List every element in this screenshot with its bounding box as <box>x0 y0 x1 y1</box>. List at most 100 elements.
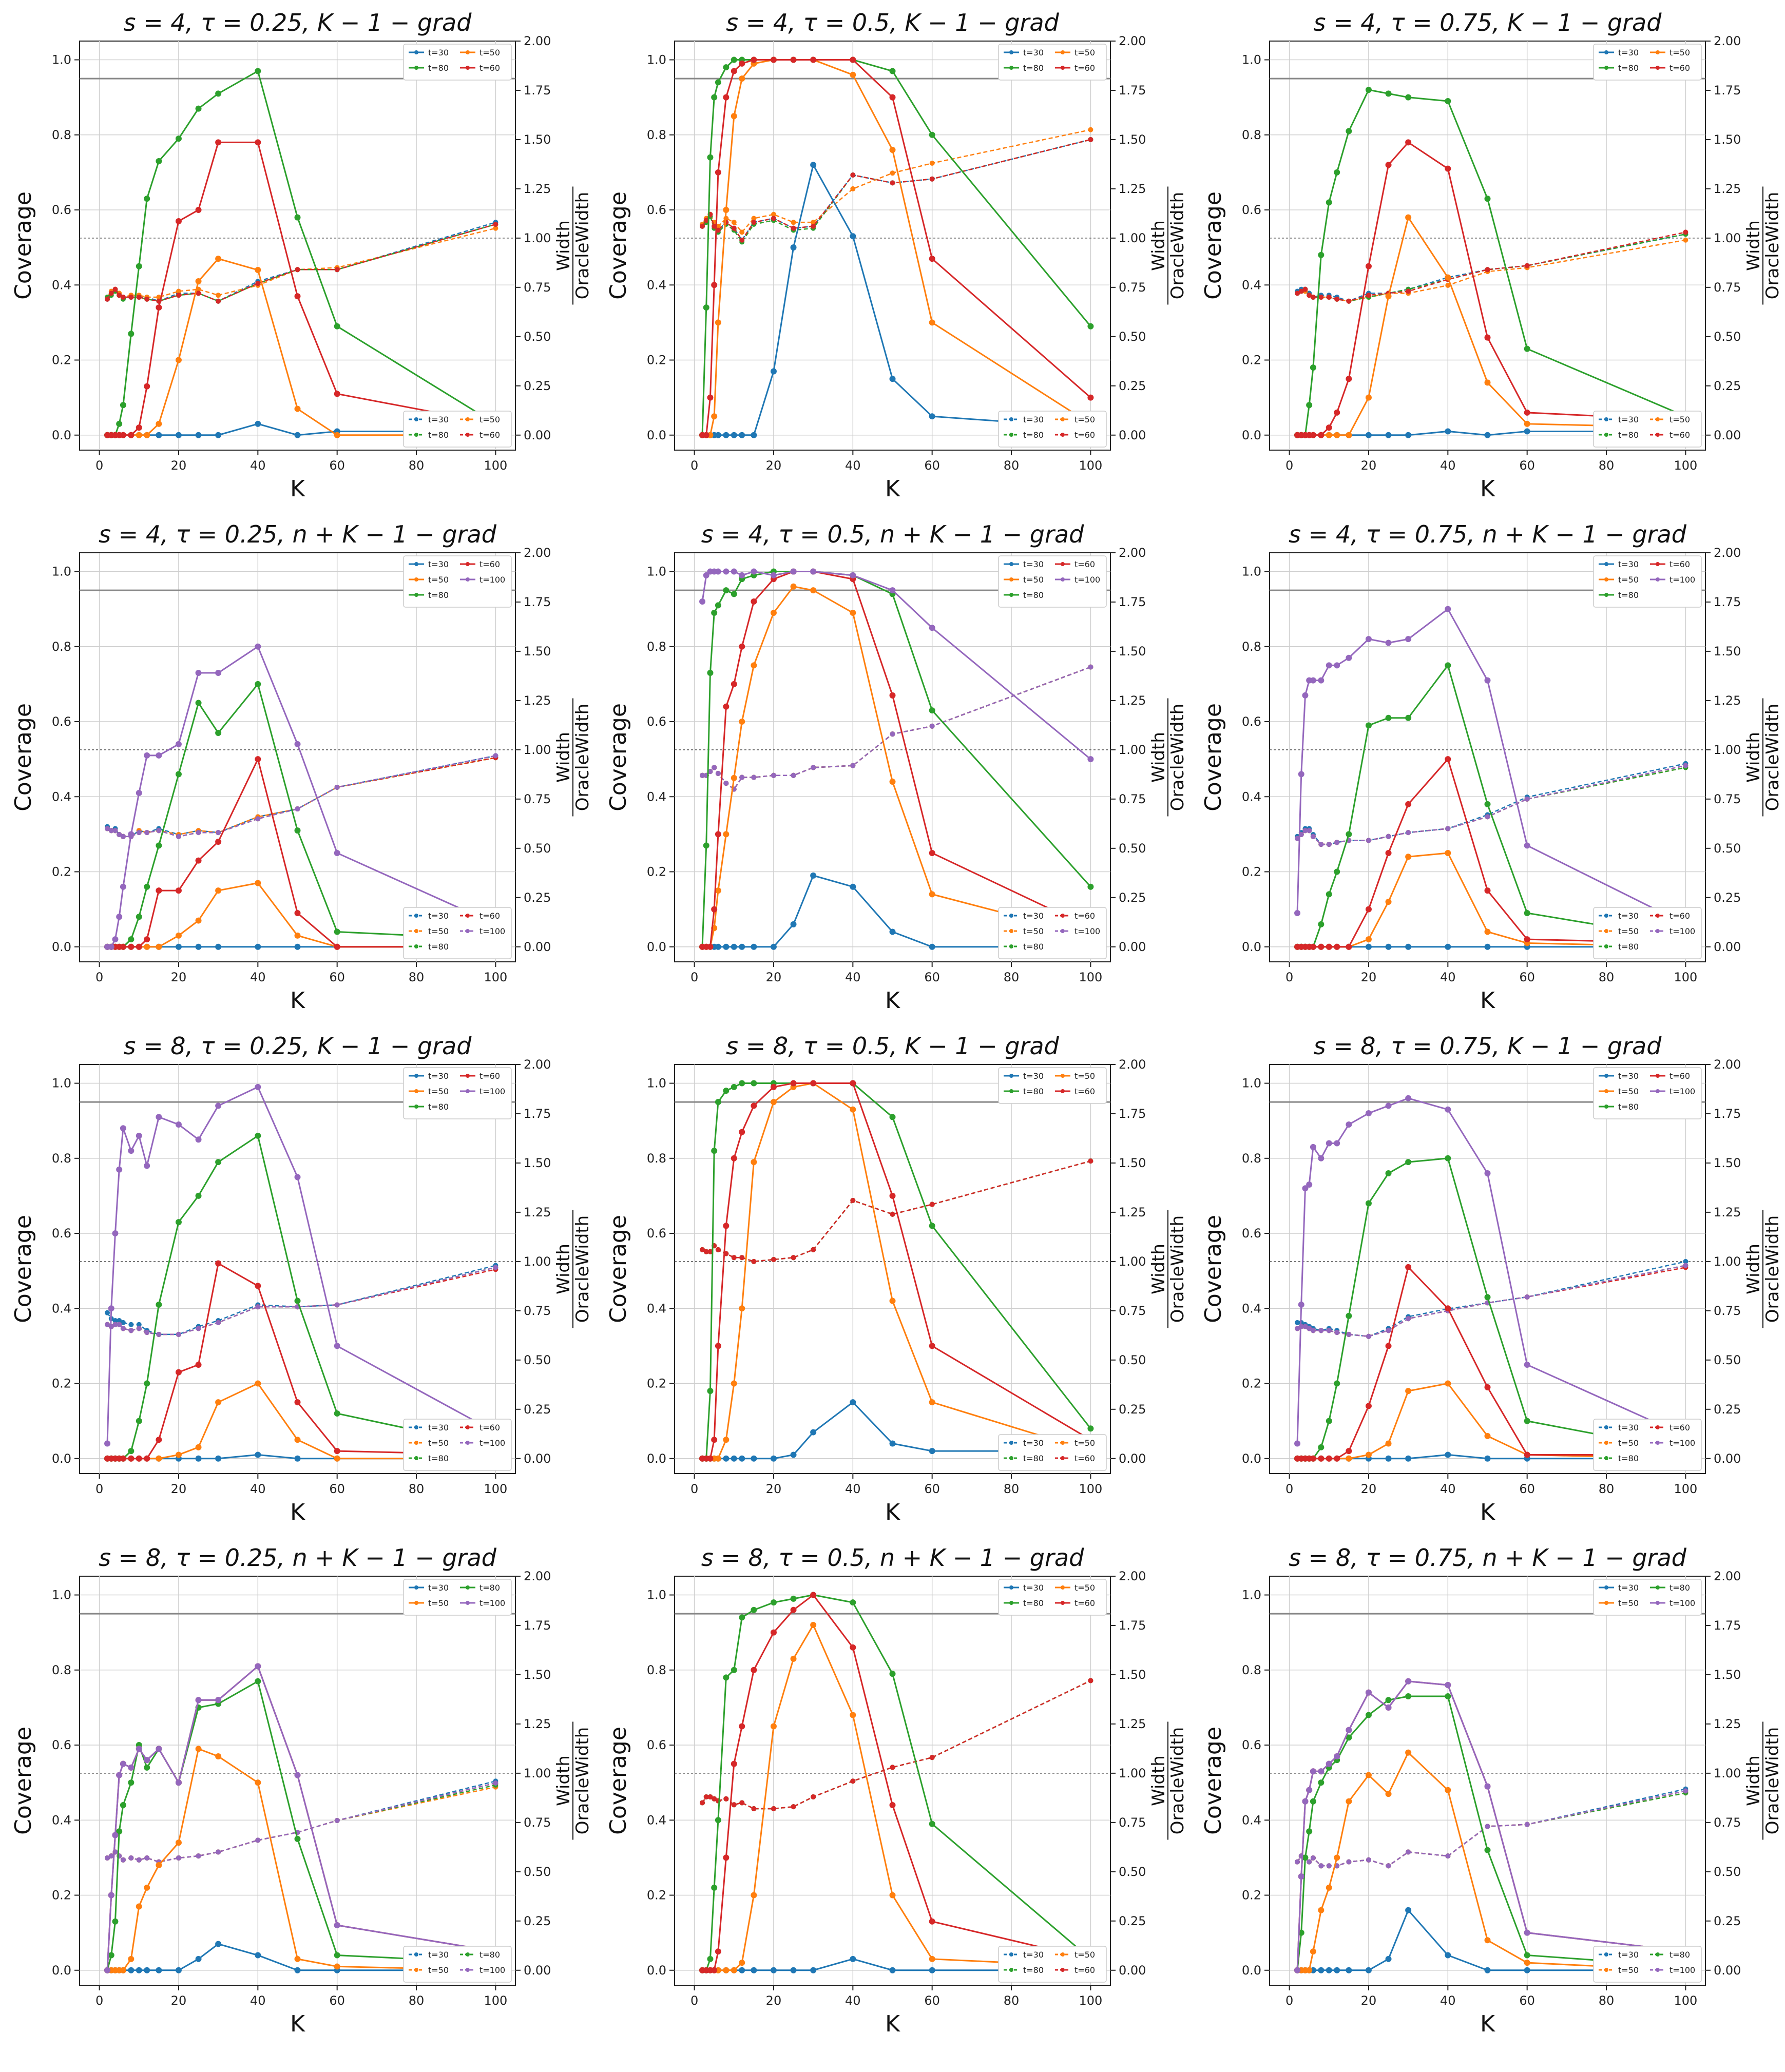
y-tick-label: 0.4 <box>647 789 666 804</box>
legend-label: t=30 <box>428 415 449 424</box>
coverage-point <box>104 1440 111 1447</box>
y-tick-label: 0.4 <box>52 1813 71 1827</box>
legend-marker <box>414 417 418 421</box>
legend-box <box>403 1067 512 1119</box>
x-axis-label: K <box>1480 2011 1495 2037</box>
subplot-9: 0 20 40 60 80 100 0.0 0.2 0.4 0.6 0.8 1.0 0.00 0.25 0.… <box>1200 1032 1783 1525</box>
legend-marker <box>466 417 470 421</box>
legend-label: t=30 <box>1618 1950 1639 1960</box>
coverage-point <box>929 891 935 898</box>
y2-tick-label: 1.75 <box>1119 1618 1146 1633</box>
coverage-point <box>112 936 119 943</box>
coverage-point <box>929 1967 935 1973</box>
y2-tick-label: 1.25 <box>1119 693 1146 708</box>
width-ratio-point <box>196 1853 201 1859</box>
coverage-point <box>175 1369 182 1376</box>
x-axis-label: K <box>885 987 900 1014</box>
legend-marker <box>466 1074 470 1078</box>
legend-marker <box>414 1456 418 1460</box>
legend-label: t=50 <box>428 926 449 936</box>
width-ratio-point <box>196 291 201 296</box>
y2-tick-label: 1.00 <box>524 231 551 245</box>
width-ratio-point <box>1334 296 1340 302</box>
legend-box <box>1593 1419 1702 1471</box>
legend-label: t=80 <box>428 1454 449 1463</box>
subplot-5: 0 20 40 60 80 100 0.0 0.2 0.4 0.6 0.8 1.0 0.00 0.25 0.… <box>605 520 1188 1014</box>
legend-marker <box>1009 914 1013 918</box>
coverage-point <box>156 943 162 950</box>
x-tick-label: 100 <box>1674 458 1698 473</box>
coverage-point <box>294 405 301 412</box>
legend-marker <box>1009 929 1013 933</box>
legend-marker <box>1009 1456 1013 1460</box>
legend-marker <box>1604 1074 1608 1078</box>
coverage-point <box>751 56 757 63</box>
subplot-title: s = 8, τ = 0.25, K − 1 − grad <box>124 1032 472 1060</box>
x-tick-label: 0 <box>95 1993 103 2008</box>
coverage-point <box>195 432 202 438</box>
coverage-point <box>929 943 935 950</box>
y2-tick-label: 1.25 <box>524 1205 551 1219</box>
subplot-11: 0 20 40 60 80 100 0.0 0.2 0.4 0.6 0.8 1.0 0.00 0.25 0.… <box>605 1544 1188 2037</box>
width-ratio-point <box>493 1265 498 1270</box>
y2-tick-label: 2.00 <box>524 1569 551 1583</box>
coverage-point <box>128 1448 135 1455</box>
width-ratio-point <box>1366 1333 1371 1339</box>
coverage-point <box>1334 1854 1340 1861</box>
x-tick-label: 40 <box>250 458 266 473</box>
legend-marker <box>1656 417 1660 421</box>
coverage-point <box>1326 1455 1332 1462</box>
coverage-point <box>850 1955 856 1962</box>
y-tick-label: 0.0 <box>647 1963 666 1978</box>
coverage-point <box>1365 1689 1372 1696</box>
x-tick-label: 0 <box>95 970 103 984</box>
width-ratio-point <box>1307 293 1312 298</box>
coverage-point <box>715 1948 721 1955</box>
coverage-point <box>929 256 935 262</box>
y2-tick-label: 0.75 <box>1714 1815 1741 1830</box>
width-ratio-point <box>1310 1855 1316 1861</box>
coverage-point <box>156 1455 162 1462</box>
coverage-point <box>731 943 737 950</box>
coverage-point <box>1365 1712 1372 1718</box>
legend-marker <box>466 577 470 582</box>
y-tick-label: 0.4 <box>52 278 71 292</box>
x-axis-label: K <box>885 476 900 502</box>
coverage-point <box>255 420 261 427</box>
coverage-point <box>334 1455 340 1462</box>
coverage-point <box>195 1192 202 1199</box>
coverage-point <box>1346 1734 1352 1741</box>
legend-marker <box>414 914 418 918</box>
y-tick-label: 0.4 <box>647 1813 666 1827</box>
coverage-point <box>1524 842 1530 849</box>
legend-label: t=80 <box>1023 430 1044 440</box>
coverage-point <box>195 857 202 864</box>
legend-marker <box>1604 433 1608 437</box>
coverage-point <box>929 319 935 326</box>
coverage-point <box>731 591 737 597</box>
width-ratio-point <box>1683 1788 1688 1794</box>
y-tick-label: 0.8 <box>647 1663 666 1677</box>
x-axis-label: K <box>290 2011 305 2037</box>
y-tick-label: 1.0 <box>647 1076 666 1091</box>
x-tick-label: 40 <box>1440 458 1456 473</box>
coverage-point <box>1087 883 1094 890</box>
y-tick-label: 0.0 <box>1242 1451 1261 1466</box>
coverage-point <box>255 1678 261 1684</box>
y-tick-label: 0.0 <box>1242 428 1261 442</box>
x-tick-label: 0 <box>1285 1482 1293 1496</box>
y2-tick-label: 0.25 <box>1119 379 1146 393</box>
coverage-point <box>1445 1787 1451 1793</box>
coverage-point <box>156 1862 162 1869</box>
x-tick-label: 20 <box>766 1993 782 2008</box>
coverage-point <box>1334 1380 1340 1387</box>
x-axis-label: K <box>1480 476 1495 502</box>
legend-label: t=50 <box>428 1965 449 1975</box>
coverage-point <box>120 1455 126 1462</box>
coverage-point <box>739 1960 745 1966</box>
legend-label: t=50 <box>1618 1087 1639 1096</box>
width-ratio-point <box>216 293 221 298</box>
coverage-point <box>120 1760 126 1767</box>
width-ratio-point <box>1088 1678 1093 1683</box>
y2-axis-label-bottom: OracleWidth <box>572 704 593 811</box>
